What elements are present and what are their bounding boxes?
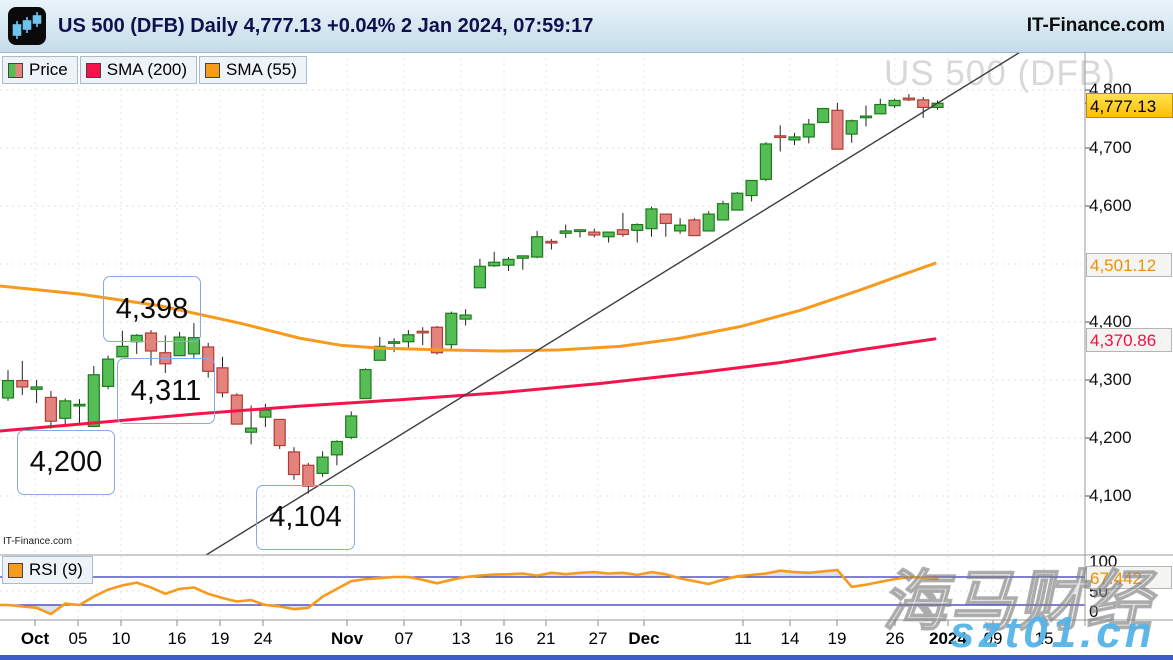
- brand-link[interactable]: IT-Finance.com: [1026, 15, 1165, 36]
- price-swatch-icon: [8, 62, 23, 78]
- price-annotation[interactable]: 4,104: [256, 485, 355, 550]
- rsi-legend: RSI (9): [2, 556, 93, 584]
- x-axis-tick-label: 13: [451, 629, 471, 648]
- y-axis-label: 4,100: [1089, 486, 1132, 505]
- y-axis-label: 4,200: [1089, 428, 1132, 447]
- rsi-axis-label: 0: [1089, 602, 1099, 621]
- x-axis-tick-label: 19: [827, 629, 847, 648]
- x-axis-tick-label: Nov: [330, 629, 364, 648]
- chart-title: US 500 (DFB) Daily 4,777.13 +0.04% 2 Jan…: [58, 15, 594, 37]
- x-axis-tick-label: 07: [394, 629, 414, 648]
- legend-sma55[interactable]: SMA (55): [199, 56, 307, 84]
- x-axis-tick-label: 21: [536, 629, 556, 648]
- x-axis-tick-label: 16: [167, 629, 187, 648]
- instrument-watermark: US 500 (DFB): [884, 54, 1116, 93]
- x-axis-tick-label: 05: [68, 629, 88, 648]
- sma55-price-tag: 4,501.12: [1086, 253, 1172, 277]
- x-axis-tick-label: 16: [494, 629, 514, 648]
- site-watermark: szt01.cn: [950, 608, 1156, 657]
- x-axis-tick-label: 11: [734, 629, 752, 648]
- header-bar: US 500 (DFB) Daily 4,777.13 +0.04% 2 Jan…: [0, 0, 1173, 53]
- legend-rsi[interactable]: RSI (9): [2, 556, 93, 584]
- price-legend: Price SMA (200) SMA (55): [2, 56, 307, 84]
- provider-watermark: IT-Finance.com: [3, 536, 72, 547]
- price-annotation[interactable]: 4,398: [103, 276, 201, 342]
- x-axis-tick-label: 19: [210, 629, 230, 648]
- sma55-swatch-icon: [205, 62, 221, 78]
- x-axis-tick-label: Oct: [20, 629, 50, 648]
- legend-rsi-label: RSI (9): [29, 560, 83, 579]
- price-annotation[interactable]: 4,200: [17, 430, 115, 495]
- sma200-swatch-icon: [85, 62, 101, 78]
- legend-price-label: Price: [29, 60, 68, 79]
- current-price-tag: 4,777.13: [1086, 93, 1173, 118]
- window-bottom-border: [0, 655, 1173, 660]
- x-axis-tick-label: 14: [780, 629, 800, 648]
- legend-price[interactable]: Price: [2, 56, 78, 84]
- x-axis-tick-label: Dec: [628, 629, 660, 648]
- legend-sma200-label: SMA (200): [106, 60, 188, 79]
- legend-sma55-label: SMA (55): [226, 60, 297, 79]
- x-axis-tick-label: 24: [253, 629, 273, 648]
- rsi-value-tag: 67.442: [1086, 566, 1172, 589]
- y-axis-label: 4,300: [1089, 370, 1132, 389]
- x-axis-tick-label: 09: [983, 629, 1003, 648]
- x-axis-tick-label: 15: [1034, 629, 1054, 648]
- candlestick-logo-icon: [8, 7, 46, 45]
- y-axis-label: 4,600: [1089, 196, 1132, 215]
- x-axis-tick-label: 10: [111, 629, 131, 648]
- y-axis-label: 4,700: [1089, 138, 1132, 157]
- rsi-swatch-icon: [8, 562, 23, 578]
- price-annotation[interactable]: 4,311: [117, 358, 215, 424]
- legend-sma200[interactable]: SMA (200): [79, 56, 198, 84]
- x-axis-tick-label: 26: [885, 629, 905, 648]
- sma200-price-tag: 4,370.86: [1086, 328, 1172, 352]
- y-axis-label: 4,400: [1089, 312, 1132, 331]
- x-axis-tick-label: 27: [588, 629, 608, 648]
- x-axis-tick-label: 2024: [929, 629, 967, 648]
